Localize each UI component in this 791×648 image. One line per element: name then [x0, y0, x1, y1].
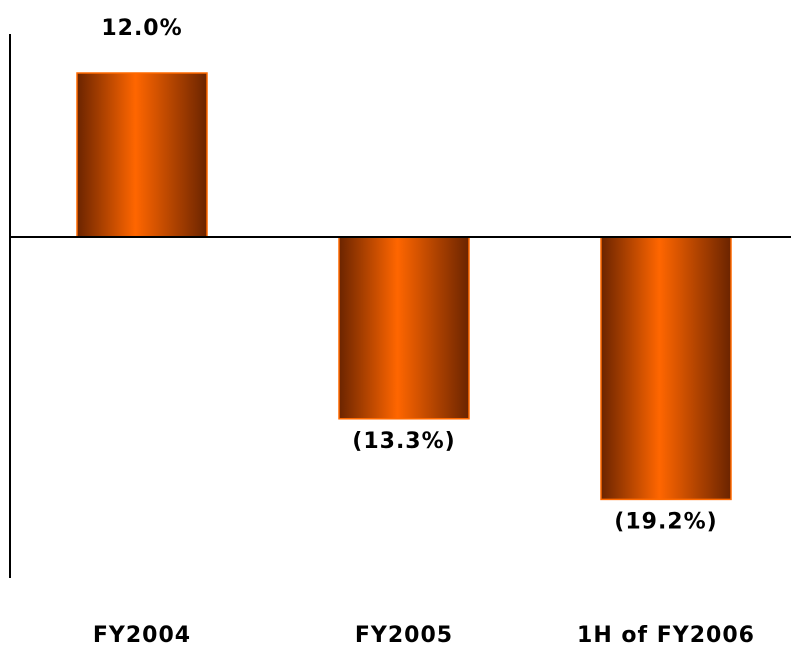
- bar-1h-of-fy2006: [600, 236, 732, 501]
- data-label: (13.3%): [352, 429, 455, 454]
- bar-fy2005: [338, 236, 470, 420]
- category-label: 1H of FY2006: [577, 623, 755, 648]
- data-label: 12.0%: [101, 16, 182, 41]
- bar-fy2004: [76, 72, 208, 238]
- data-label: (19.2%): [614, 509, 717, 534]
- category-label: FY2004: [93, 623, 191, 648]
- category-label: FY2005: [355, 623, 453, 648]
